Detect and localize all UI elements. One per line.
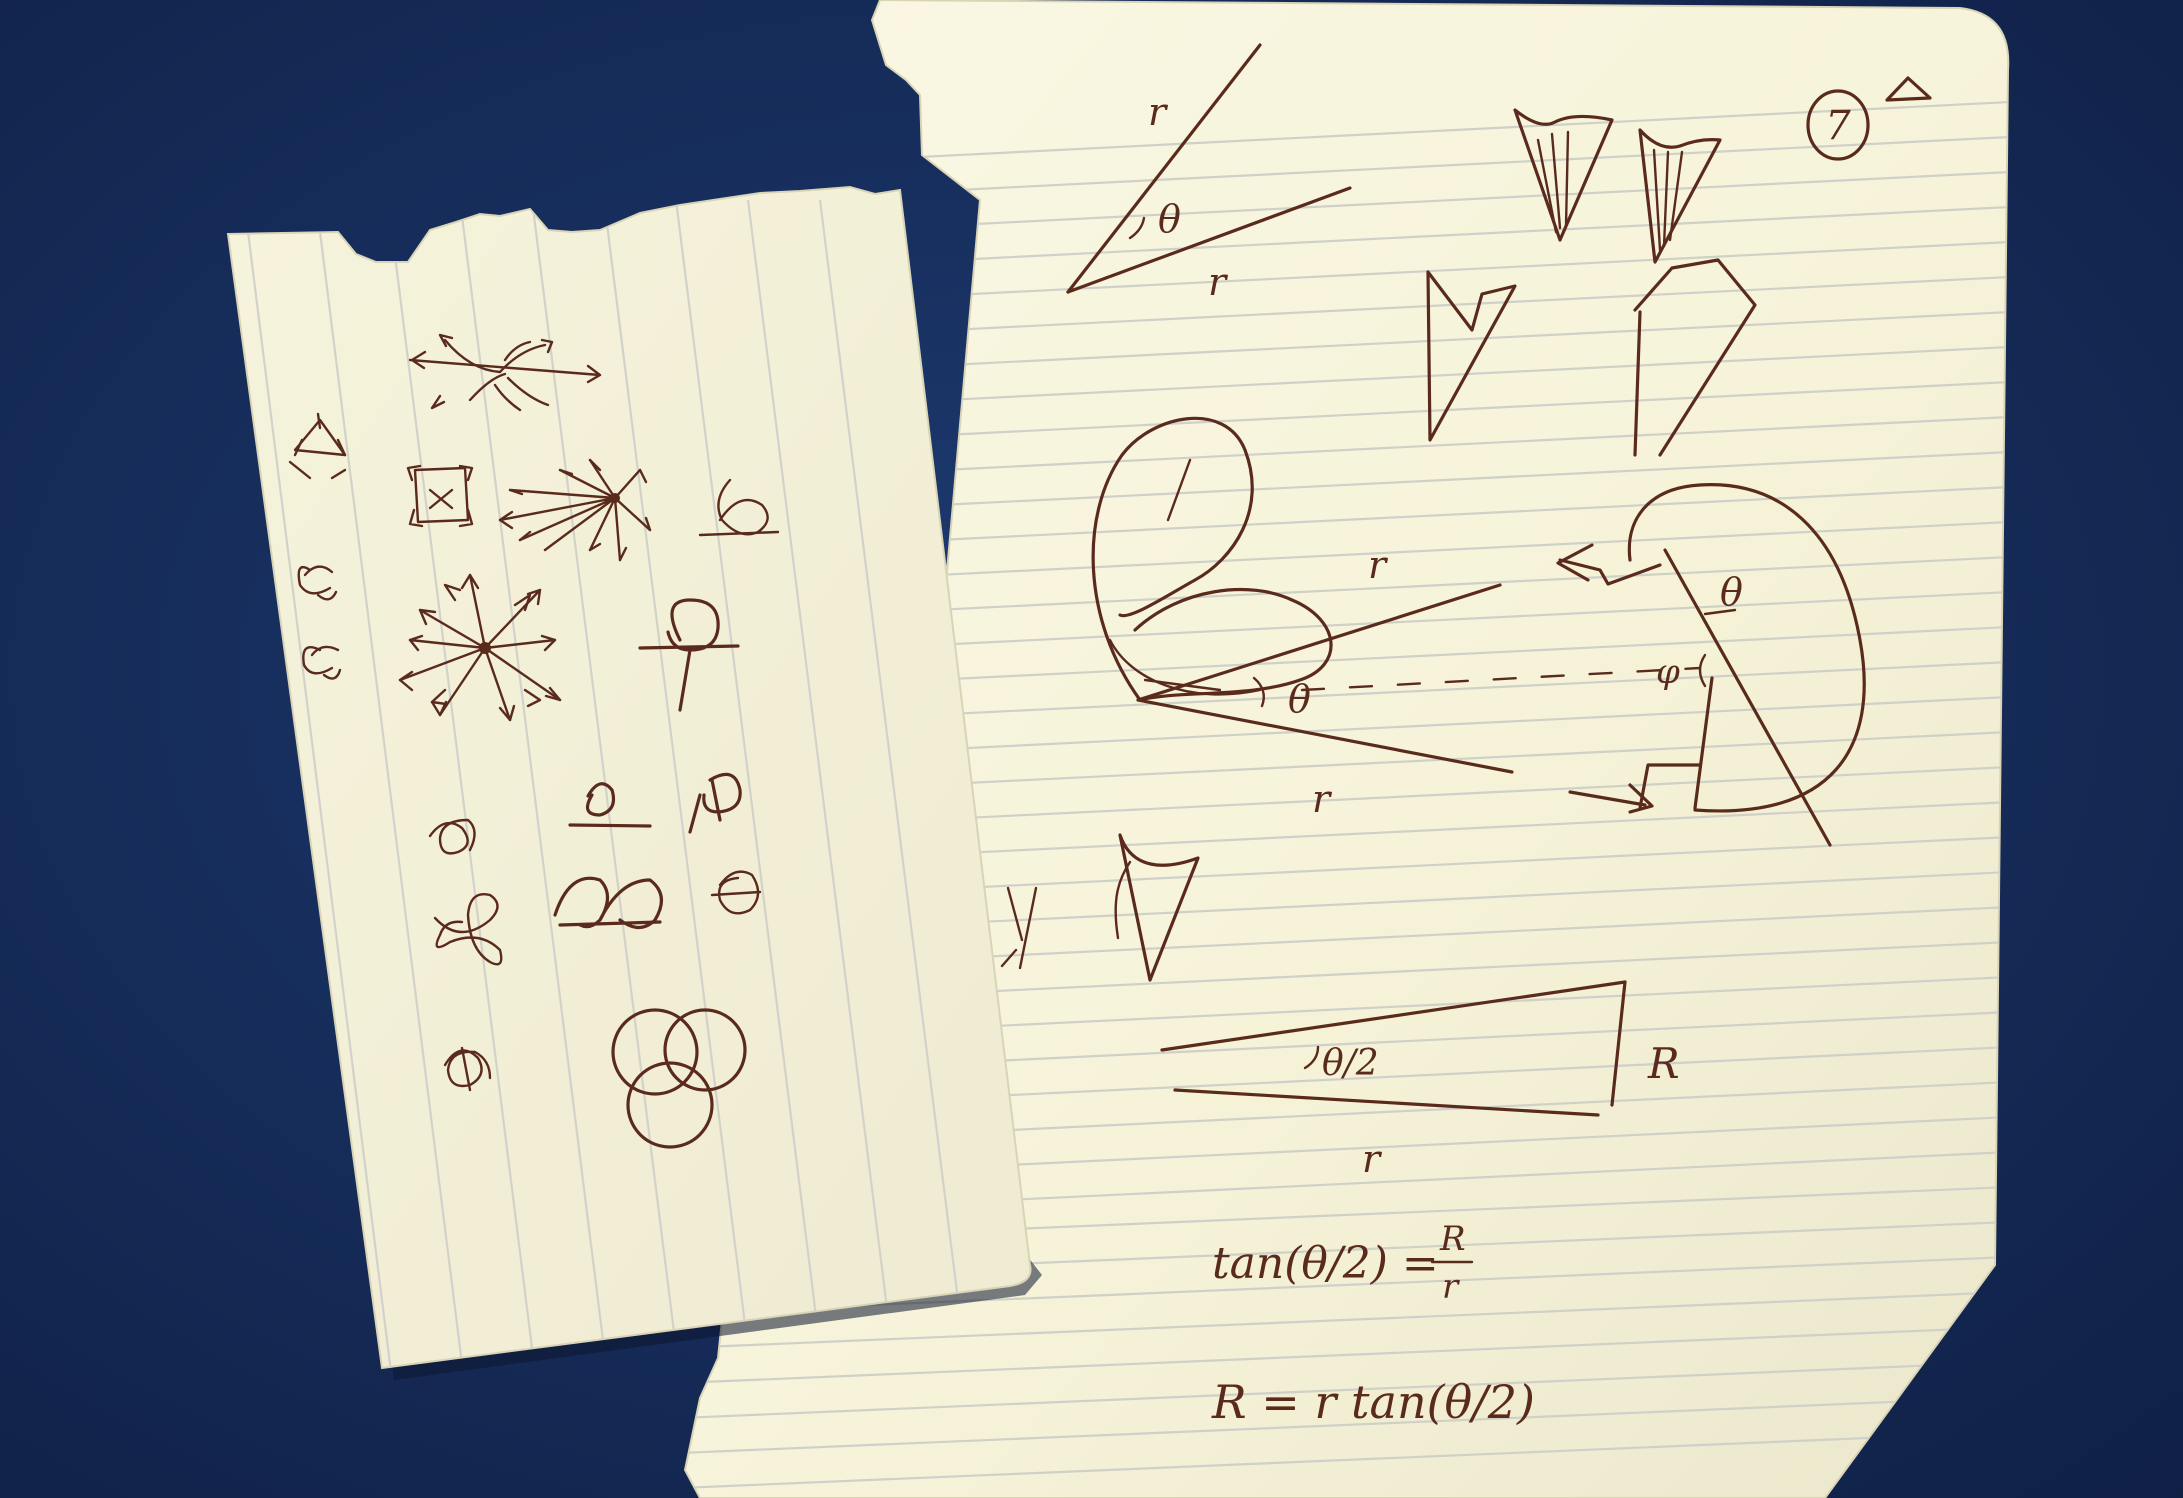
top-angle-sketch: r θ r bbox=[1066, 43, 1352, 304]
right-phi-label: φ bbox=[1656, 652, 1680, 692]
right-theta-label: θ bbox=[1720, 570, 1743, 614]
top-r-upper-label: r bbox=[1148, 90, 1169, 134]
top-r-lower-label: r bbox=[1208, 260, 1229, 304]
page-number-text: 7 bbox=[1825, 103, 1851, 149]
right-lobe-sketch: θ φ bbox=[1556, 483, 1866, 847]
lower-cone-sketch bbox=[1000, 833, 1200, 982]
equation-2: R = r tan(θ/2) bbox=[1211, 1375, 1535, 1429]
top-theta-label: θ bbox=[1158, 197, 1181, 241]
equation-1-denominator: r bbox=[1442, 1267, 1460, 1307]
right-triangle-sketch: θ/2 R r bbox=[1160, 980, 1680, 1181]
equation-1-lhs: tan(θ/2) = bbox=[1212, 1238, 1439, 1289]
lobe-angle-sketch: r θ r bbox=[1091, 416, 1702, 821]
page-number-mark: 7 bbox=[1806, 76, 1932, 161]
triangle-half-angle-label: θ/2 bbox=[1322, 1043, 1379, 1084]
left-notebook-sheet bbox=[226, 185, 1032, 1370]
page-number-circle bbox=[1806, 89, 1870, 161]
triangle-mark-icon bbox=[1885, 76, 1932, 102]
triangle-r-label: r bbox=[1362, 1137, 1383, 1181]
mid-r-lower-label: r bbox=[1312, 777, 1333, 821]
loop-doodles bbox=[428, 478, 780, 1149]
equation-1-numerator: R bbox=[1439, 1219, 1466, 1259]
cone-sketches bbox=[1426, 108, 1757, 457]
mid-theta-label: θ bbox=[1288, 677, 1311, 721]
equations: tan(θ/2) = R r R = r tan(θ/2) bbox=[1211, 1219, 1535, 1429]
triangle-R-label: R bbox=[1647, 1039, 1680, 1088]
left-sheet-rule-lines bbox=[242, 199, 970, 1368]
mid-r-upper-label: r bbox=[1368, 543, 1389, 587]
vector-field-doodles bbox=[288, 333, 652, 722]
right-notebook-sheet: 7 r θ r bbox=[683, 0, 2010, 1498]
